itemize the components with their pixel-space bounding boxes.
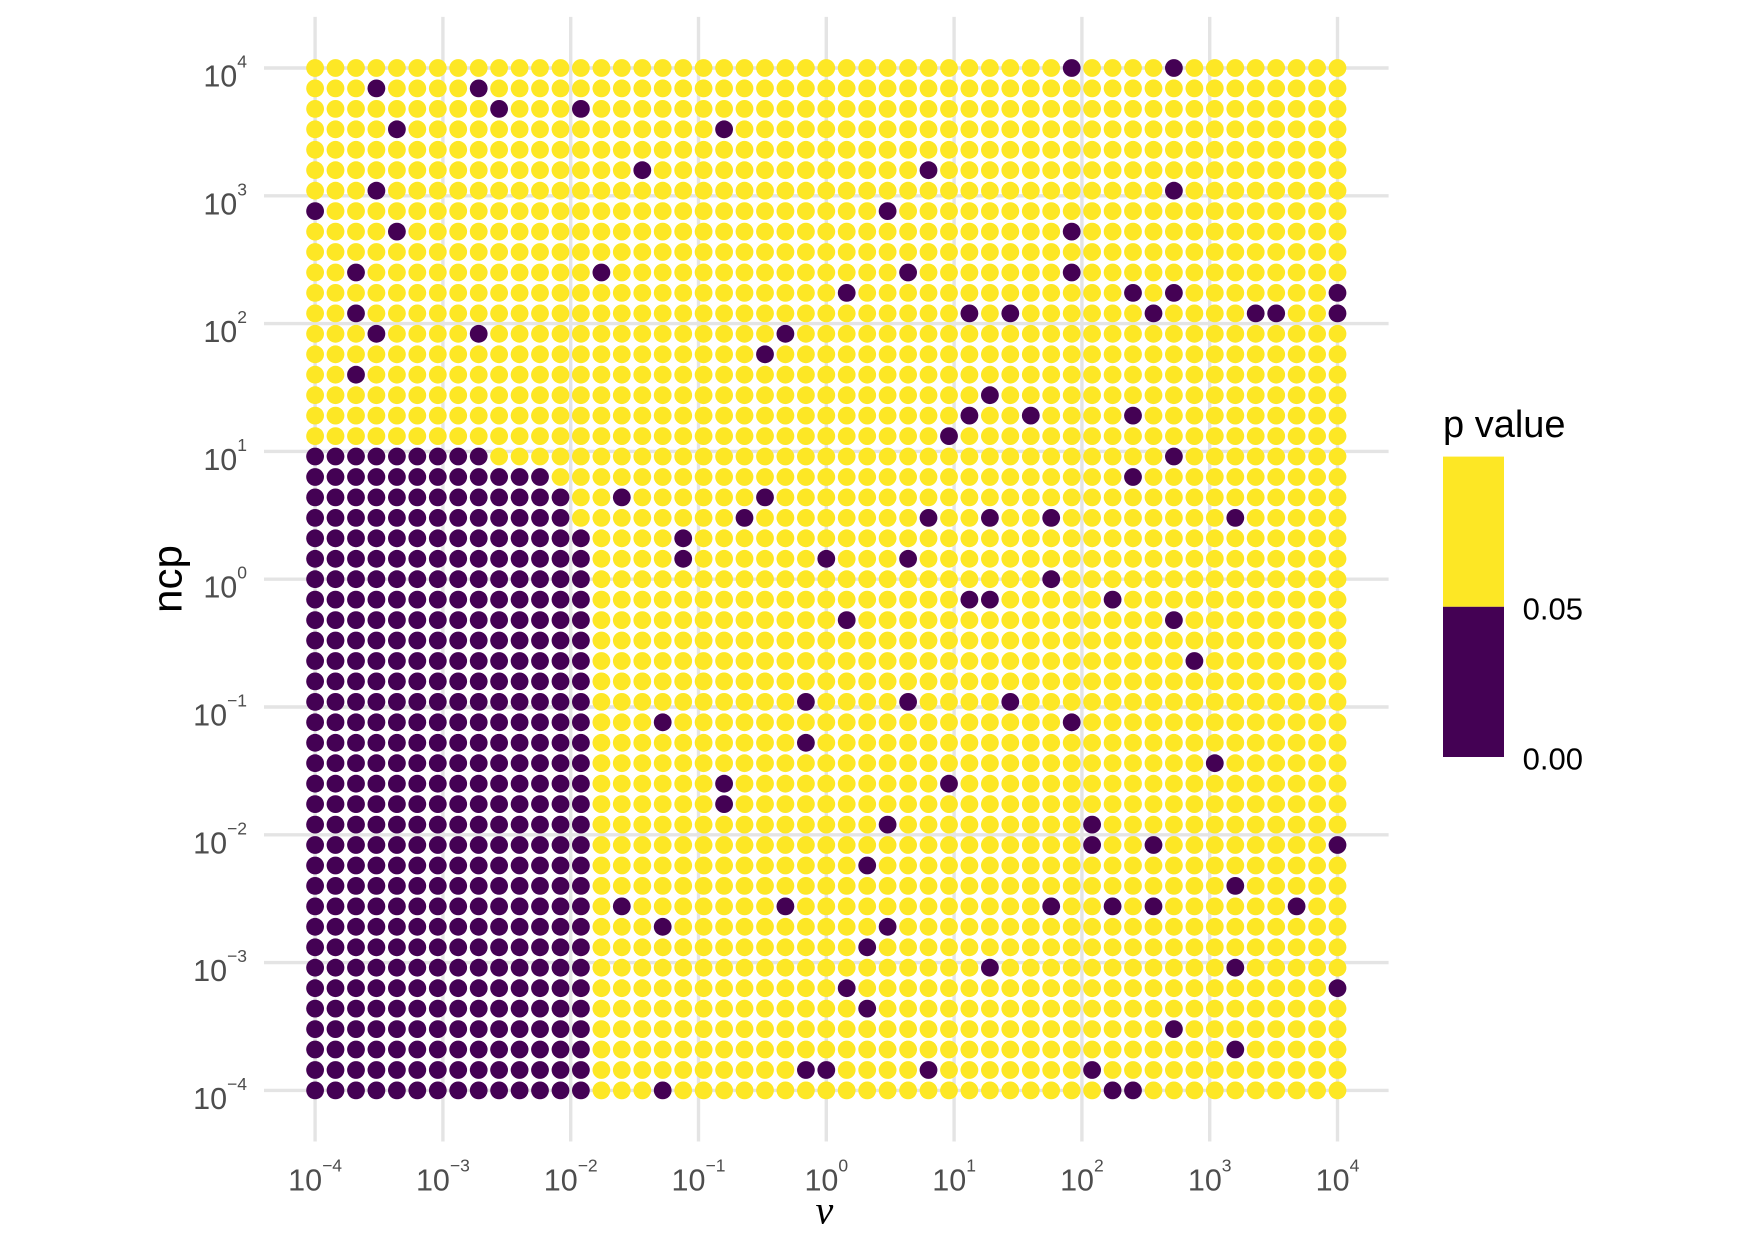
svg-text:0.05: 0.05 <box>1523 592 1583 627</box>
svg-text:p value: p value <box>1443 404 1566 446</box>
svg-text:0.00: 0.00 <box>1523 742 1583 777</box>
svg-text:ncp: ncp <box>144 545 191 613</box>
svg-text:ν: ν <box>816 1188 834 1233</box>
